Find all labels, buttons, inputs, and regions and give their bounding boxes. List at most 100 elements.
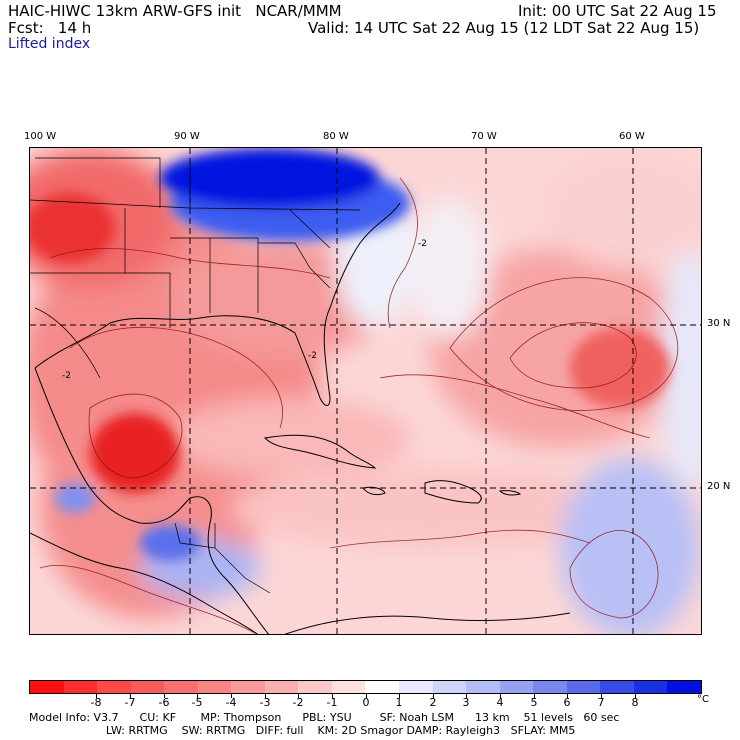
contour-2: [69, 326, 283, 429]
lat-label-30n: 30 N: [707, 318, 731, 329]
deep-red-core-2: [30, 193, 115, 263]
colorbar-segment: [298, 681, 332, 693]
colorbar-segment: [264, 681, 299, 693]
colorbar-tick: [635, 694, 636, 698]
model-title: HAIC-HIWC 13km ARW-GFS init NCAR/MMM: [8, 2, 342, 20]
colorbar-segment: [365, 681, 400, 693]
state-line-3: [170, 237, 259, 313]
cuba-outline: [263, 434, 377, 469]
colorbar-label: 1: [395, 696, 403, 709]
colorbar-label: 5: [530, 696, 538, 709]
colorbar-segment: [633, 681, 668, 693]
colorbar-label: 7: [597, 696, 605, 709]
colorbar-segment: [331, 681, 366, 693]
deep-red-core-1: [90, 413, 180, 493]
colorbar-label: -3: [259, 696, 271, 709]
colorbar-segment: [667, 681, 701, 693]
contour-label-1: -2: [418, 239, 427, 249]
colorbar-label: -6: [158, 696, 170, 709]
contour-3: [88, 393, 183, 479]
colorbar-label: -5: [191, 696, 203, 709]
colorbar-label: 0: [362, 696, 370, 709]
lat-lon-grid: [30, 148, 701, 634]
colorbar-tick: [130, 694, 131, 698]
colorbar-label: -1: [326, 696, 338, 709]
lifted-index-contours: [39, 177, 679, 634]
colorbar-label: 3: [462, 696, 470, 709]
model-info-line-2: LW: RRTMG SW: RRTMG DIFF: full KM: 2D Sm…: [29, 724, 576, 737]
colorbar-label: -4: [225, 696, 237, 709]
atlantic-north-region: [540, 148, 701, 268]
colorbar-segment: [130, 681, 165, 693]
colorbar-segment: [533, 681, 567, 693]
colorbar-segment: [197, 681, 232, 693]
forecast-hour: Fcst: 14 h: [8, 19, 92, 37]
central-america-border-1: [174, 522, 216, 549]
colorbar-label: -8: [90, 696, 102, 709]
colorbar: [29, 680, 702, 694]
colorbar-tick: [534, 694, 535, 698]
central-america-east-coast: [207, 522, 270, 634]
colorbar-label: 6: [563, 696, 571, 709]
colorbar-segment: [30, 681, 64, 693]
map-canvas: -2 -2 -2: [30, 148, 701, 634]
hispaniola-outline: [424, 480, 482, 504]
northeast-deep-blue-core: [160, 148, 380, 208]
colorbar-tick: [197, 694, 198, 698]
east-caribbean-stable-region: [560, 458, 700, 634]
colorbar-label: -2: [292, 696, 304, 709]
lon-label-60w: 60 W: [619, 131, 645, 142]
colorbar-segment: [97, 681, 131, 693]
mexico-blue-spot: [55, 483, 95, 513]
contour-9: [387, 177, 418, 329]
colorbar-segment: [499, 681, 534, 693]
colorbar-tick: [96, 694, 97, 698]
state-line-6: [35, 157, 161, 208]
pacific-coast: [30, 532, 259, 634]
contour-6: [379, 374, 651, 439]
lifted-index-map: -2 -2 -2: [29, 147, 702, 635]
gulfstream-stable-region: [410, 198, 490, 338]
colorbar-tick: [567, 694, 568, 698]
field-name: Lifted index: [8, 36, 91, 52]
puerto-rico-outline: [498, 490, 522, 496]
colorbar-tick: [164, 694, 165, 698]
lat-label-20n: 20 N: [707, 481, 731, 492]
us-gulf-and-east-coast: [34, 202, 401, 406]
jamaica-outline: [362, 486, 386, 496]
coastlines: [30, 202, 571, 634]
south-america-coast: [284, 612, 571, 634]
central-america-border-2: [214, 547, 271, 594]
colorbar-tick: [500, 694, 501, 698]
colorbar-tick: [399, 694, 400, 698]
atlantic-red-core: [570, 328, 670, 408]
lon-label-70w: 70 W: [471, 131, 497, 142]
contour-1: [49, 248, 331, 279]
colorbar-label: 2: [429, 696, 437, 709]
valid-time: Valid: 14 UTC Sat 22 Aug 15 (12 LDT Sat …: [308, 19, 700, 37]
contour-10: [569, 530, 659, 619]
colorbar-segment: [466, 681, 500, 693]
colorbar-unit: °C: [697, 694, 709, 705]
colorbar-segment: [63, 681, 98, 693]
lon-label-100w: 100 W: [24, 131, 57, 142]
state-line-2: [124, 208, 171, 328]
mexico-gulf-coast: [34, 367, 212, 524]
us-mexico-border: [34, 307, 101, 379]
colorbar-tick: [298, 694, 299, 698]
colorbar-tick: [466, 694, 467, 698]
colorbar-tick: [231, 694, 232, 698]
lon-label-80w: 80 W: [323, 131, 349, 142]
colorbar-tick: [433, 694, 434, 698]
contour-8: [39, 564, 258, 634]
lon-label-90w: 90 W: [174, 131, 200, 142]
far-east-stable-region: [660, 248, 701, 488]
colorbar-segment: [432, 681, 467, 693]
political-boundaries: [30, 157, 361, 594]
colorbar-tick: [332, 694, 333, 698]
model-info-line-1: Model Info: V3.7 CU: KF MP: Thompson PBL…: [29, 711, 620, 724]
colorbar-label: 4: [496, 696, 504, 709]
colorbar-segment: [231, 681, 265, 693]
colorbar-tick: [265, 694, 266, 698]
colorbar-label: 8: [631, 696, 639, 709]
